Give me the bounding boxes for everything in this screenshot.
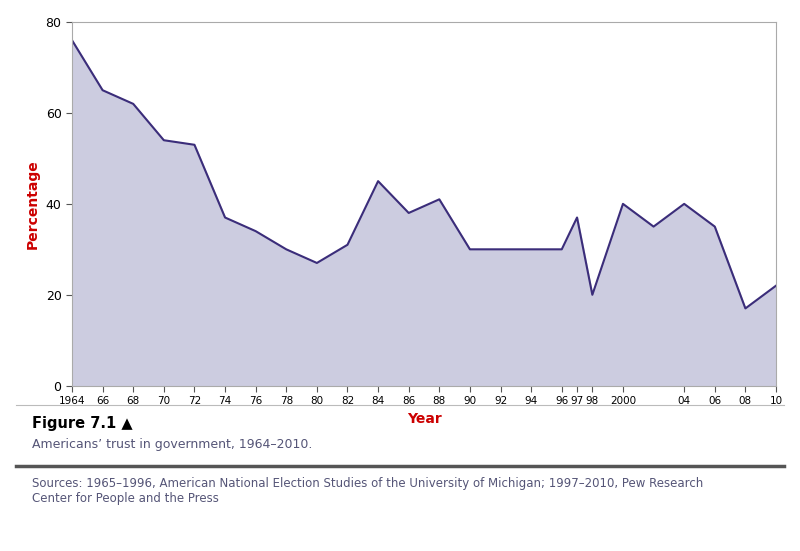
Text: Figure 7.1 ▲: Figure 7.1 ▲ [32, 416, 133, 431]
Y-axis label: Percentage: Percentage [26, 159, 40, 249]
X-axis label: Year: Year [406, 412, 442, 426]
Text: Americans’ trust in government, 1964–2010.: Americans’ trust in government, 1964–201… [32, 438, 312, 451]
Text: Sources: 1965–1996, American National Election Studies of the University of Mich: Sources: 1965–1996, American National El… [32, 477, 703, 505]
